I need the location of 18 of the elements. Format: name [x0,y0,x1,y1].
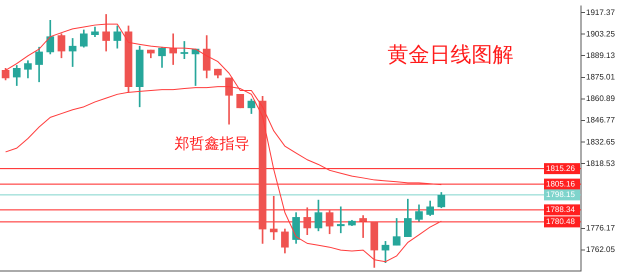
ref-line-label: 1815.26 [546,164,576,173]
text: 黄金日线图解 [387,42,514,66]
y-tick-label: 1776.17 [586,224,616,233]
y-tick-label: 1818.53 [586,158,616,168]
ref-line-label: 1788.34 [546,205,576,214]
candlestick [192,48,200,86]
y-tick-label: 1860.89 [586,94,616,104]
y-tick-label: 1846.77 [586,116,616,125]
y-tick-label: 1832.65 [586,137,616,146]
y-tick-label: 1762.05 [586,245,616,254]
y-tick-label: 1889.13 [586,50,616,60]
ref-line-label: 1805.16 [546,179,576,188]
ref-line-label: 1798.15 [546,190,576,200]
ref-line-label: 1780.48 [546,217,576,226]
y-tick-label: 1903.25 [586,29,616,38]
annotation: 郑哲鑫指导 [174,134,250,153]
y-tick-label: 1875.01 [586,72,616,82]
y-tick-label: 1917.37 [586,8,616,17]
